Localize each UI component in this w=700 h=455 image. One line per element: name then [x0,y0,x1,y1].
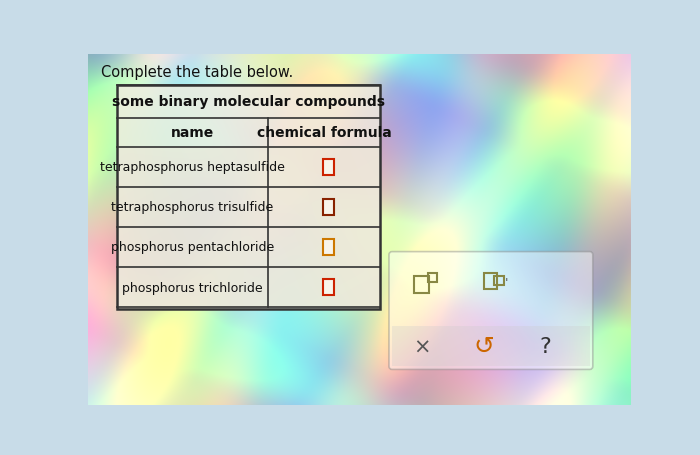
Text: Complete the table below.: Complete the table below. [102,65,294,80]
Bar [484,273,498,289]
Bar [117,147,381,187]
Bar [117,86,381,309]
Text: phosphorus trichloride: phosphorus trichloride [122,281,262,294]
Text: tetraphosphorus trisulfide: tetraphosphorus trisulfide [111,201,274,214]
Bar [117,187,381,228]
Bar [323,280,334,295]
Text: ': ' [505,277,509,290]
Text: ×: × [413,337,430,357]
Bar [323,200,334,215]
Text: ?: ? [540,337,552,357]
Text: ↺: ↺ [473,334,494,359]
Text: chemical formula: chemical formula [257,126,391,140]
Text: some binary molecular compounds: some binary molecular compounds [112,95,385,109]
Bar [494,277,504,286]
Text: phosphorus pentachloride: phosphorus pentachloride [111,241,274,254]
Bar [392,327,589,367]
Bar [323,240,334,255]
Bar [117,228,381,268]
Bar [414,277,429,293]
Bar [117,268,381,308]
FancyBboxPatch shape [389,252,593,369]
Bar [323,160,334,175]
Bar [117,86,381,309]
Text: name: name [171,126,214,140]
Bar [428,273,437,283]
Text: tetraphosphorus heptasulfide: tetraphosphorus heptasulfide [100,161,285,174]
